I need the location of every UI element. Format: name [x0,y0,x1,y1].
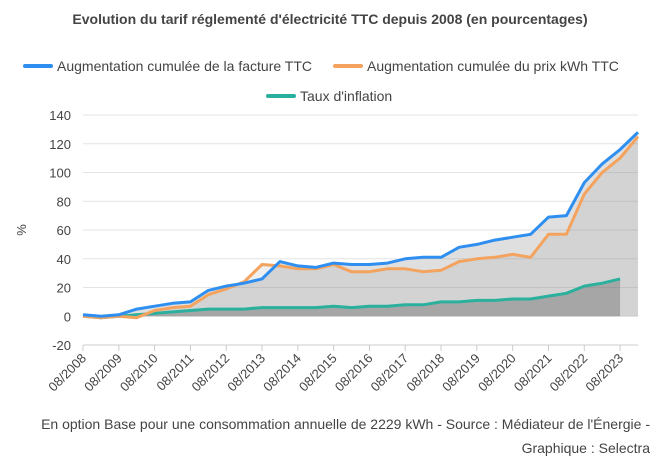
y-tick-label: 0 [64,309,71,324]
x-tick-label: 08/2008 [45,351,89,395]
y-tick-label: 100 [49,166,71,181]
y-tick-label: 120 [49,137,71,152]
x-tick-label: 08/2013 [224,351,268,395]
chart: Evolution du tarif réglementé d'électric… [14,11,640,395]
x-tick-label: 08/2012 [189,351,233,395]
y-tick-label: 140 [49,108,71,123]
x-tick-label: 08/2023 [582,351,626,395]
y-tick-label: 20 [57,281,71,296]
legend-label: Augmentation cumulée de la facture TTC [57,58,312,74]
x-tick-label: 08/2016 [332,351,376,395]
x-tick-label: 08/2017 [368,351,412,395]
series-area [83,136,638,318]
y-tick-label: 60 [57,223,71,238]
y-tick-label: 40 [57,252,71,267]
series-line [82,277,621,320]
x-tick-label: 08/2009 [81,351,125,395]
x-tick-label: 08/2011 [153,351,196,394]
legend-label: Taux d'inflation [300,88,392,104]
x-tick-label: 08/2015 [296,351,340,395]
series-line [82,135,640,320]
x-tick-label: 08/2010 [117,351,161,395]
x-tick-label: 08/2019 [439,351,483,395]
y-tick-label: 80 [57,194,71,209]
x-tick-label: 08/2021 [511,351,555,395]
series-area [83,132,638,317]
x-tick-label: 08/2022 [547,351,591,395]
x-tick-label: 08/2018 [403,351,447,395]
series-area [83,278,621,318]
x-tick-label: 08/2020 [475,351,519,395]
chart-title: Evolution du tarif réglementé d'électric… [72,11,587,27]
y-axis-label: % [14,224,29,236]
x-tick-label: 08/2014 [260,351,304,395]
series-line [82,131,640,318]
footnote: En option Base pour une consommation ann… [41,416,650,456]
legend-label: Augmentation cumulée du prix kWh TTC [367,58,619,74]
y-tick-label: -20 [52,338,71,353]
